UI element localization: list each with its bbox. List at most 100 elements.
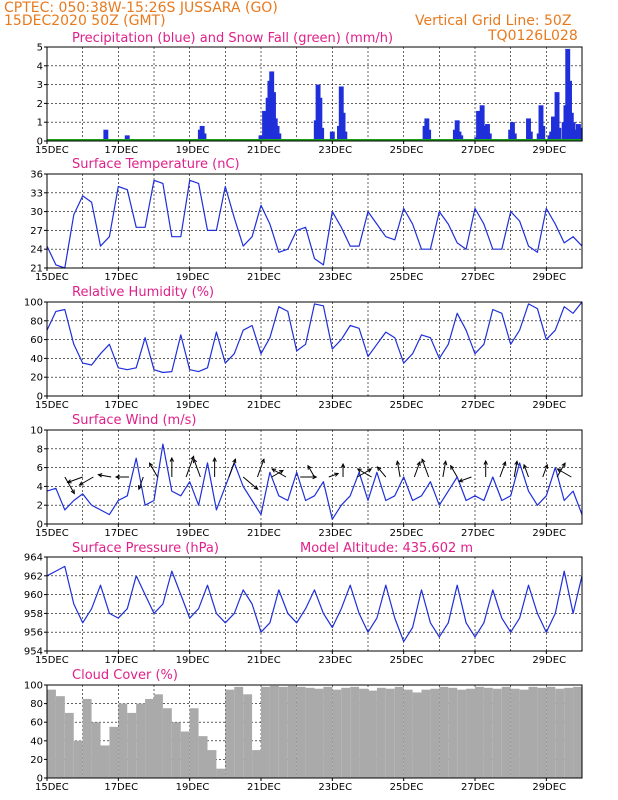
temp-ytick-label: 33 xyxy=(30,188,43,199)
temp-xtick-label: 15DEC xyxy=(35,272,69,283)
cloud-bar xyxy=(64,712,74,778)
cloud-bar xyxy=(350,686,360,778)
rh-xtick-label: 19DEC xyxy=(176,400,210,411)
cloud-bar xyxy=(341,687,351,778)
cloud-bar xyxy=(439,686,449,778)
cloud-xtick-label: 21DEC xyxy=(247,782,281,793)
press-title: Surface Pressure (hPa) xyxy=(72,541,219,556)
cloud-bar xyxy=(448,687,458,778)
rh-ytick-label: 0 xyxy=(37,392,43,403)
wind-arrow xyxy=(169,456,175,477)
rh-xtick-label: 25DEC xyxy=(390,400,424,411)
wind-arrow xyxy=(192,458,201,478)
precip-bar xyxy=(509,122,515,141)
press-xtick-label: 29DEC xyxy=(532,655,566,666)
wind-xtick-label: 25DEC xyxy=(390,528,424,539)
precip-bar xyxy=(319,127,325,141)
wind-ytick-label: 6 xyxy=(37,463,43,474)
precip-bar xyxy=(540,125,546,141)
cloud-ytick-label: 60 xyxy=(30,718,43,729)
panel-surface-wind: Surface Wind (m/s) 0 2 4 6 8 10 15DEC 17DEC 19DE… xyxy=(30,413,583,539)
cloud-frame xyxy=(46,684,583,779)
rh-line xyxy=(46,301,583,374)
panel-cloud-cover: Cloud Cover (%) 0 20 40 60 80 100 15DEC 17DEC 19… xyxy=(24,668,583,793)
precip-bar xyxy=(317,97,323,141)
wind-arrow xyxy=(542,463,549,478)
wind-xtick-label: 27DEC xyxy=(461,528,495,539)
temp-ytick-label: 24 xyxy=(30,245,43,256)
cloud-bar xyxy=(154,694,163,778)
press-line xyxy=(46,565,583,643)
precip-bar xyxy=(479,105,485,141)
cloud-xtick-label: 23DEC xyxy=(318,782,352,793)
rh-xtick-label: 23DEC xyxy=(318,400,352,411)
precip-bar xyxy=(262,110,268,141)
wind-xtick-label: 19DEC xyxy=(176,528,210,539)
precip-bar xyxy=(526,118,531,141)
precip-ytick-label: 0 xyxy=(37,137,43,148)
cloud-bar xyxy=(510,688,520,778)
wind-arrow xyxy=(395,460,401,478)
press-ytick-label: 964 xyxy=(24,553,43,564)
wind-title: Surface Wind (m/s) xyxy=(72,413,196,428)
rh-ytick-label: 40 xyxy=(30,354,43,365)
rh-ytick-label: 20 xyxy=(30,373,43,384)
wind-arrow xyxy=(413,460,421,478)
precip-bar xyxy=(271,92,276,141)
cloud-bar xyxy=(394,686,404,778)
wind-ytick-label: 10 xyxy=(30,426,43,437)
wind-arrow xyxy=(356,468,372,478)
wind-arrow xyxy=(328,472,340,478)
rh-xtick-label: 15DEC xyxy=(35,400,69,411)
cloud-bar xyxy=(55,696,65,778)
wind-arrow xyxy=(271,469,284,478)
cloud-bar xyxy=(234,686,244,778)
cloud-bar xyxy=(171,722,181,778)
precip-bar xyxy=(577,127,583,141)
cloud-bar xyxy=(162,708,172,778)
wind-arrow xyxy=(114,474,130,480)
wind-frame xyxy=(46,429,583,525)
temp-xtick-label: 21DEC xyxy=(247,272,281,283)
cloud-bar xyxy=(359,688,368,778)
precip-bar xyxy=(454,120,460,141)
cloud-bar xyxy=(269,685,279,778)
rh-ytick-label: 80 xyxy=(30,316,43,327)
wind-xtick-label: 15DEC xyxy=(35,528,69,539)
cloud-bar xyxy=(412,692,422,778)
precip-xtick-label: 29DEC xyxy=(532,145,566,156)
cloud-bar xyxy=(564,687,574,778)
panel-surface-temperature: Surface Temperature (nC) 21 24 27 30 33 36 15D… xyxy=(30,157,583,283)
press-ytick-label: 960 xyxy=(24,590,43,601)
cloud-bar xyxy=(483,687,493,778)
wind-arrow xyxy=(307,464,315,478)
cloud-bar xyxy=(180,731,190,778)
cloud-bar xyxy=(457,689,467,778)
cloud-bar xyxy=(546,686,556,778)
cloud-bar xyxy=(475,686,484,778)
cloud-bar xyxy=(403,689,413,778)
wind-arrow xyxy=(450,464,458,478)
precip-bar xyxy=(554,92,560,141)
cloud-bar xyxy=(261,686,270,778)
precip-bar xyxy=(527,131,533,141)
wind-ytick-label: 8 xyxy=(37,444,43,455)
rh-xtick-label: 21DEC xyxy=(247,400,281,411)
cloud-bar xyxy=(501,686,511,778)
temp-xtick-label: 29DEC xyxy=(532,272,566,283)
wind-arrow xyxy=(340,462,346,477)
rh-xtick-label: 17DEC xyxy=(104,400,138,411)
cloud-bar xyxy=(528,686,538,778)
header-model-code: TQ0126L028 xyxy=(487,28,578,44)
cloud-title: Cloud Cover (%) xyxy=(72,668,178,683)
wind-arrow xyxy=(499,460,507,478)
precip-bar xyxy=(340,112,346,141)
cloud-bar xyxy=(314,688,324,778)
temp-ytick-label: 27 xyxy=(30,226,43,237)
precip-bar xyxy=(103,129,109,141)
precip-bar xyxy=(476,110,482,141)
cloud-bar xyxy=(145,698,154,778)
wind-arrow xyxy=(271,468,287,478)
cloud-bar xyxy=(225,689,235,778)
cloud-bar xyxy=(189,708,199,778)
